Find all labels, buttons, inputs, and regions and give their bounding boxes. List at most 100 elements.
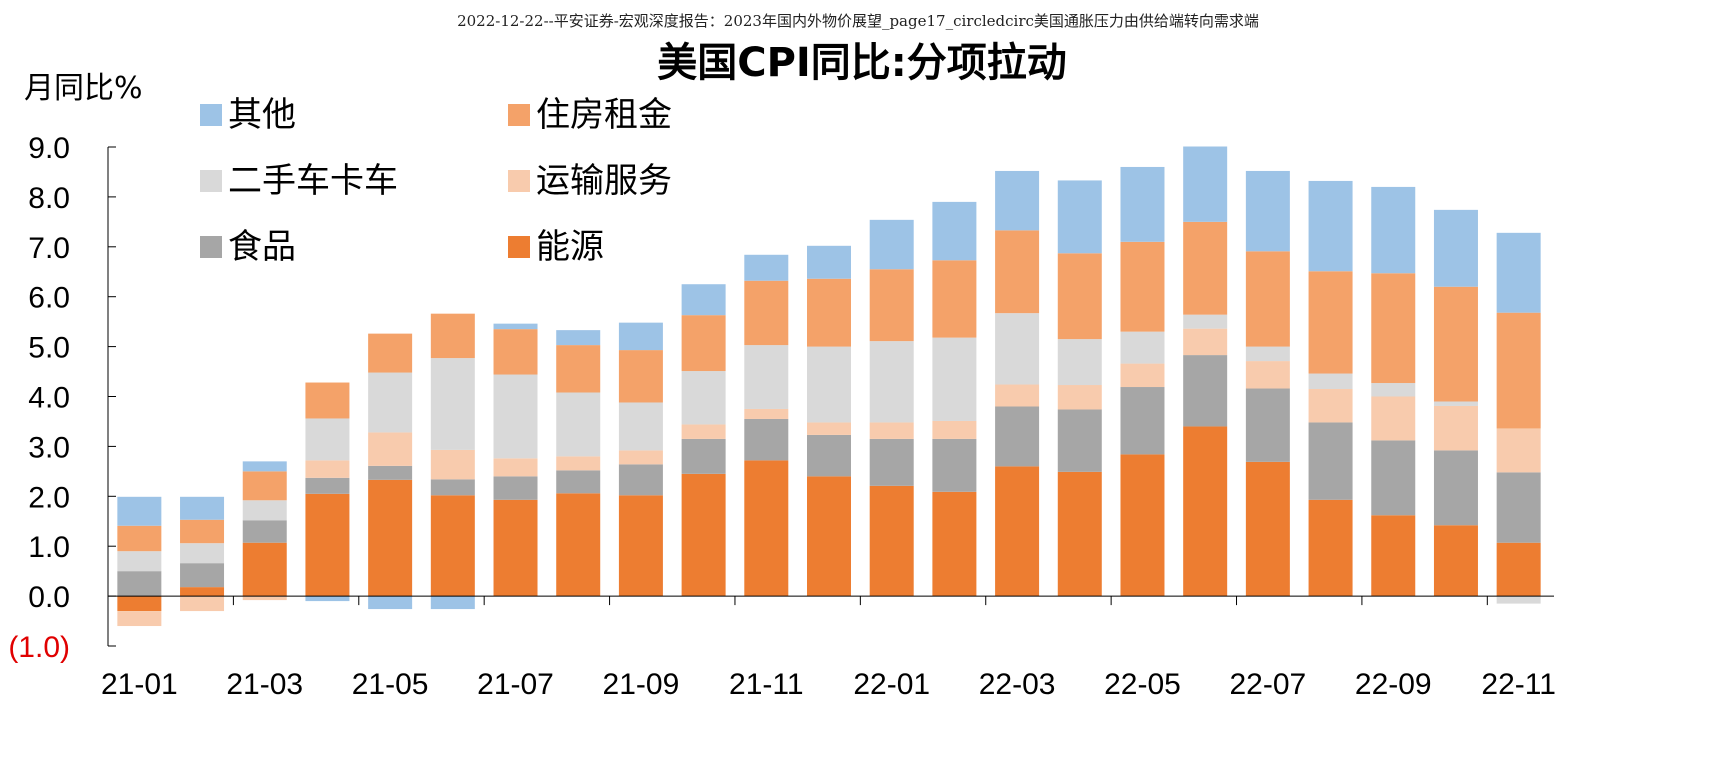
bar-21-06-series-2 (430, 449, 475, 480)
bar-22-07-series-5 (1245, 170, 1290, 252)
bar-21-03-series-1 (242, 520, 287, 543)
bar-22-08-series-1 (1308, 422, 1353, 500)
bar-22-06-series-3 (1183, 314, 1228, 329)
bar-21-05-series-0 (368, 479, 413, 597)
bar-21-10-series-4 (681, 315, 726, 372)
bar-22-09-series-2 (1371, 396, 1416, 441)
bar-21-06-series-1 (430, 479, 475, 496)
bar-22-05-series-3 (1120, 331, 1165, 364)
legend-label: 其他 (228, 95, 296, 135)
bar-22-04-series-0 (1057, 471, 1102, 597)
bar-21-07-series-1 (493, 476, 538, 500)
legend-swatch (508, 104, 530, 126)
x-tick-label: 22-07 (1230, 668, 1307, 701)
bar-21-02-series-3 (180, 543, 225, 564)
bar-22-06-series-4 (1183, 221, 1228, 315)
bar-22-10-series-2 (1433, 405, 1478, 451)
bar-22-02-series-0 (932, 491, 977, 597)
bar-21-06-series-5 (430, 596, 475, 610)
bar-21-02-series-4 (180, 519, 225, 544)
bar-21-06-series-3 (430, 358, 475, 450)
bar-22-09-series-0 (1371, 515, 1416, 597)
legend-label: 二手车卡车 (228, 161, 398, 201)
bar-21-03-series-2 (242, 596, 287, 601)
y-tick-label: (1.0) (8, 631, 70, 664)
bar-22-02-series-1 (932, 438, 977, 492)
bar-21-07-series-5 (493, 323, 538, 330)
y-tick-label: 7.0 (28, 232, 70, 265)
bar-22-08-series-4 (1308, 271, 1353, 374)
bar-22-07-series-3 (1245, 346, 1290, 362)
bar-21-02-series-1 (180, 563, 225, 588)
bar-21-11-series-1 (744, 418, 789, 461)
bar-22-05-series-5 (1120, 166, 1165, 242)
bar-21-12-series-1 (807, 434, 851, 477)
bar-21-02-series-2 (180, 596, 225, 612)
legend-swatch (508, 236, 530, 258)
bar-22-07-series-0 (1245, 461, 1290, 597)
x-tick-label: 21-07 (477, 668, 554, 701)
bar-22-11-series-5 (1496, 232, 1541, 313)
bar-21-12-series-3 (807, 346, 851, 423)
bar-21-07-series-3 (493, 374, 538, 459)
bar-21-01-series-5 (117, 496, 162, 526)
bar-21-10-series-2 (681, 424, 726, 439)
bar-21-10-series-0 (681, 473, 726, 597)
bar-22-05-series-1 (1120, 387, 1165, 455)
bar-21-11-series-4 (744, 280, 789, 346)
bar-21-08-series-3 (556, 392, 601, 457)
bar-21-10-series-5 (681, 284, 726, 316)
bar-22-03-series-3 (995, 313, 1040, 385)
bar-22-01-series-4 (869, 269, 914, 342)
bar-22-03-series-4 (995, 230, 1040, 314)
legend-label: 运输服务 (536, 161, 672, 201)
bar-21-07-series-2 (493, 458, 538, 477)
x-tick-label: 22-03 (979, 668, 1056, 701)
legend-label: 能源 (536, 227, 604, 267)
legend-swatch (200, 170, 222, 192)
bar-21-04-series-3 (305, 418, 350, 461)
bar-22-02-series-2 (932, 420, 977, 439)
bar-21-08-series-5 (556, 330, 601, 346)
bar-21-03-series-0 (242, 542, 287, 597)
bar-21-08-series-0 (556, 493, 601, 597)
legend-label: 住房租金 (536, 95, 672, 135)
legend-swatch (200, 104, 222, 126)
bar-21-06-series-0 (430, 495, 475, 597)
bar-21-02-series-5 (180, 496, 225, 520)
bar-22-05-series-0 (1120, 454, 1165, 597)
bar-22-03-series-1 (995, 406, 1040, 467)
bar-21-12-series-0 (807, 476, 851, 597)
bar-22-08-series-5 (1308, 180, 1353, 272)
bar-21-12-series-5 (807, 245, 851, 279)
bar-22-01-series-3 (869, 341, 914, 423)
bar-22-09-series-5 (1371, 186, 1416, 274)
x-tick-label: 21-05 (352, 668, 429, 701)
y-tick-label: 2.0 (28, 481, 70, 514)
axes: 9.0 8.0 7.0 6.0 5.0 4.0 3.0 2.0 1.0 0.0 (1.0) 21-01… (8, 132, 1556, 701)
bar-21-01-series-2 (117, 611, 162, 627)
bar-21-05-series-1 (368, 465, 413, 480)
bar-22-01-series-0 (869, 485, 914, 597)
bar-21-05-series-2 (368, 432, 413, 466)
bar-21-12-series-4 (807, 278, 851, 347)
bar-22-11-series-2 (1496, 428, 1541, 473)
bar-21-07-series-0 (493, 499, 538, 597)
bar-22-10-series-3 (1433, 401, 1478, 406)
bar-21-09-series-1 (618, 464, 663, 496)
bar-21-11-series-2 (744, 408, 789, 419)
bar-22-03-series-2 (995, 384, 1040, 407)
bar-21-11-series-3 (744, 345, 789, 409)
bar-21-01-series-3 (117, 551, 162, 572)
bar-21-01-series-1 (117, 571, 162, 597)
legend-swatch (200, 236, 222, 258)
bar-22-07-series-4 (1245, 251, 1290, 347)
bar-22-06-series-5 (1183, 146, 1228, 222)
bar-21-09-series-3 (618, 402, 663, 451)
bar-22-03-series-5 (995, 170, 1040, 231)
bar-21-10-series-3 (681, 371, 726, 425)
bar-21-05-series-3 (368, 372, 413, 433)
bar-22-09-series-4 (1371, 273, 1416, 384)
